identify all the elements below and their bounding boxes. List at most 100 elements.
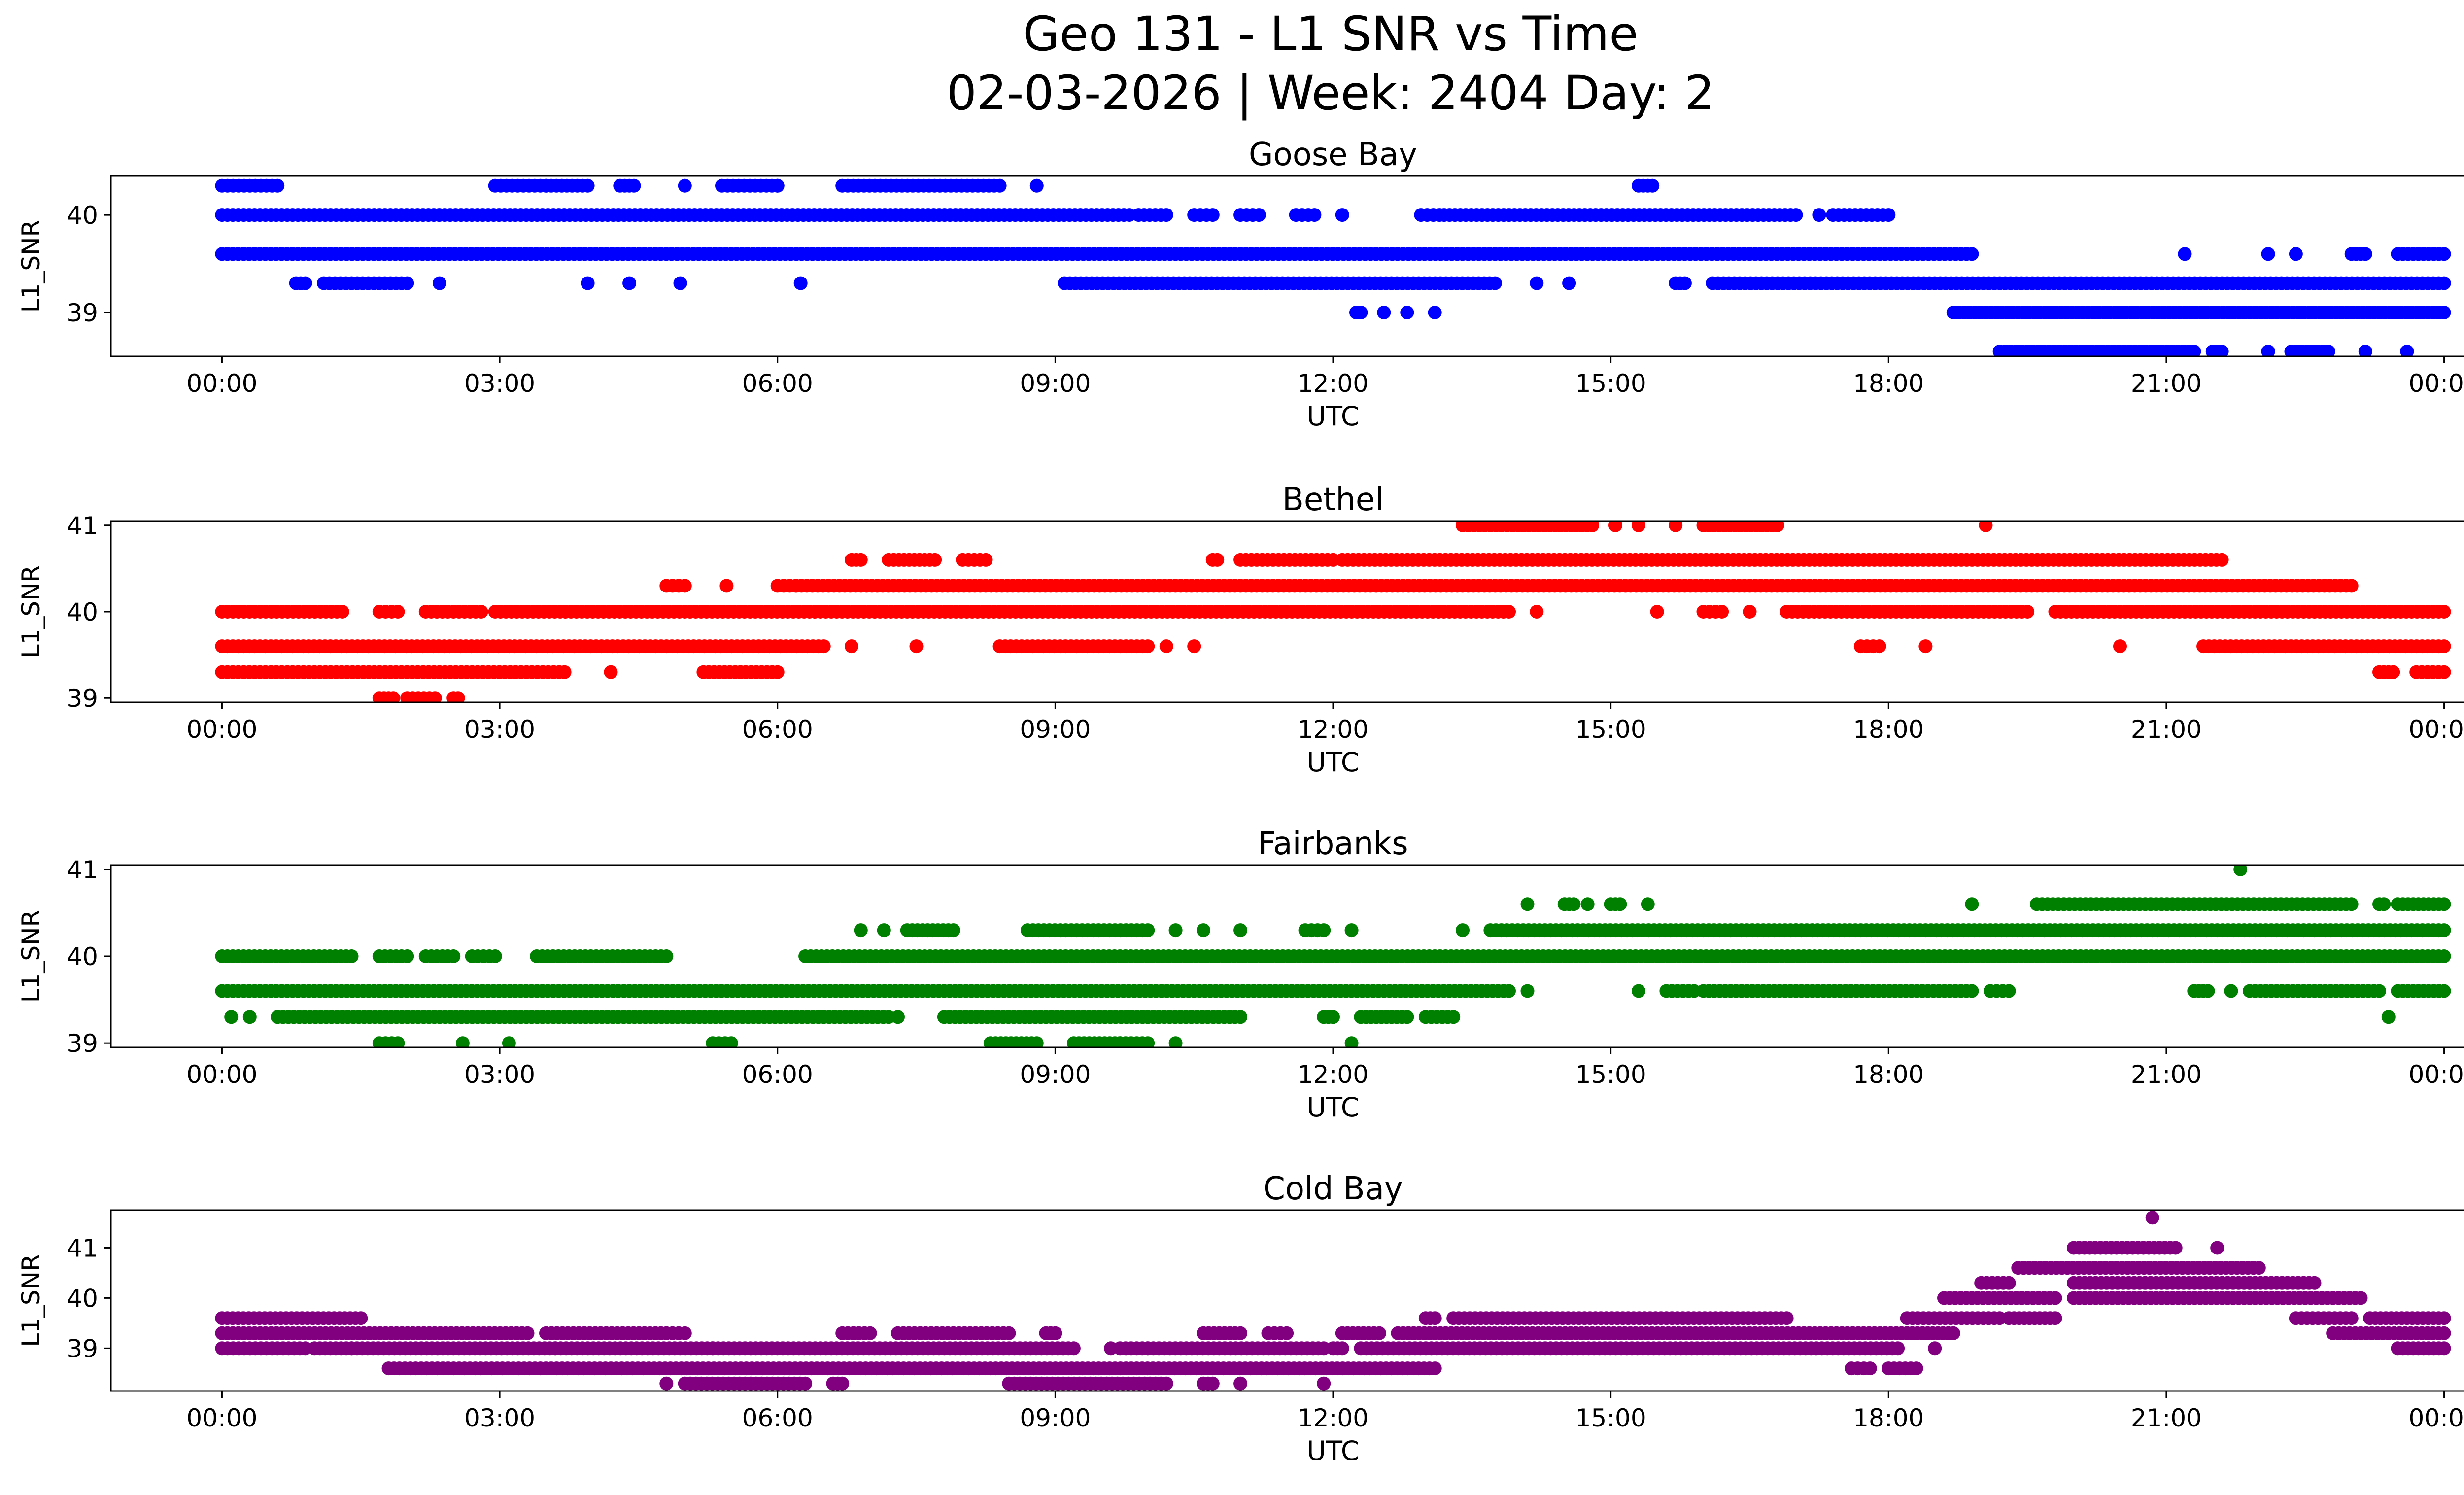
data-point (400, 949, 414, 963)
y-axis-label: L1_SNR (17, 565, 45, 659)
data-point (1280, 1326, 1294, 1340)
data-point (1205, 208, 1220, 222)
y-tick-label: 39 (67, 684, 98, 713)
data-point (1641, 897, 1655, 911)
x-tick-label: 00:00 (2408, 1404, 2464, 1432)
data-point (1029, 1036, 1044, 1047)
data-point (2307, 1276, 2322, 1290)
data-point (455, 1036, 470, 1047)
x-tick-label: 06:00 (742, 369, 813, 398)
data-point (1168, 923, 1183, 938)
data-point (2215, 553, 2229, 567)
data-point (724, 1036, 738, 1047)
data-point (1326, 1010, 1340, 1024)
data-point (770, 665, 785, 679)
x-tick-label: 09:00 (1020, 1404, 1091, 1432)
data-point (835, 1376, 850, 1391)
data-points (215, 521, 2451, 702)
data-point (1344, 1036, 1359, 1047)
data-point (1233, 1326, 1248, 1340)
data-point (2252, 1261, 2266, 1275)
data-point (1965, 897, 1979, 911)
data-point (1909, 1361, 1923, 1376)
x-tick-label: 00:00 (186, 1060, 257, 1089)
data-point (1317, 923, 1331, 938)
data-point (1141, 1036, 1155, 1047)
data-point (2358, 247, 2372, 261)
x-tick-label: 21:00 (2131, 1060, 2202, 1089)
data-point (1335, 1341, 1349, 1356)
x-tick-label: 00:00 (2408, 369, 2464, 398)
subplot-title: Fairbanks (1258, 826, 1408, 862)
data-point (1891, 1341, 1905, 1356)
x-tick-label: 00:00 (186, 369, 257, 398)
data-point (1197, 923, 1210, 938)
data-point (1233, 923, 1248, 938)
x-tick-label: 15:00 (1575, 369, 1646, 398)
data-point (2437, 276, 2451, 290)
x-tick-label: 12:00 (1298, 1060, 1369, 1089)
series-goose-bay (215, 178, 2451, 356)
data-point (2437, 949, 2451, 963)
data-point (1669, 521, 1683, 532)
data-point (428, 691, 442, 702)
x-tick-label: 06:00 (742, 715, 813, 744)
data-point (2437, 923, 2451, 938)
x-axis-label: UTC (1306, 1092, 1359, 1123)
x-tick-label: 09:00 (1020, 1060, 1091, 1089)
data-point (1965, 984, 1979, 998)
data-point (400, 276, 414, 290)
data-point (335, 605, 349, 619)
x-tick-label: 18:00 (1853, 369, 1924, 398)
data-point (2386, 665, 2400, 679)
data-point (2201, 984, 2215, 998)
data-points (215, 865, 2451, 1047)
data-point (1882, 208, 1896, 222)
data-point (433, 276, 446, 290)
data-point (391, 1036, 405, 1047)
data-point (1645, 178, 1660, 193)
data-point (1400, 1010, 1414, 1024)
x-tick-label: 18:00 (1853, 715, 1924, 744)
data-point (863, 1326, 877, 1340)
data-point (1205, 1376, 1220, 1391)
data-point (2437, 897, 2451, 911)
data-point (845, 639, 858, 654)
data-point (1613, 897, 1627, 911)
y-tick-label: 41 (67, 512, 98, 540)
data-point (627, 178, 641, 193)
y-tick-label: 39 (67, 299, 98, 327)
subplot-title: Bethel (1282, 482, 1384, 518)
data-point (909, 639, 924, 654)
x-tick-label: 12:00 (1298, 715, 1369, 744)
x-tick-label: 06:00 (742, 1060, 813, 1089)
data-point (1585, 521, 1600, 532)
data-point (1377, 306, 1391, 319)
data-point (386, 691, 400, 702)
x-tick-label: 06:00 (742, 1404, 813, 1432)
data-point (659, 949, 674, 963)
data-point (2178, 247, 2192, 261)
data-point (1233, 1010, 1248, 1024)
data-point (1372, 1326, 1386, 1340)
data-point (1789, 208, 1803, 222)
data-points (215, 178, 2451, 356)
data-point (2215, 345, 2229, 356)
data-point (2321, 345, 2335, 356)
data-point (719, 579, 734, 593)
data-point (581, 276, 595, 290)
x-tick-label: 21:00 (2131, 715, 2202, 744)
data-point (271, 178, 285, 193)
data-point (770, 178, 785, 193)
data-point (581, 178, 595, 193)
data-point (298, 276, 312, 290)
x-tick-label: 03:00 (464, 369, 535, 398)
data-point (1530, 276, 1544, 290)
series-bethel (215, 521, 2451, 702)
x-tick-label: 09:00 (1020, 369, 1091, 398)
x-tick-label: 15:00 (1575, 1060, 1646, 1089)
data-point (1428, 306, 1442, 319)
